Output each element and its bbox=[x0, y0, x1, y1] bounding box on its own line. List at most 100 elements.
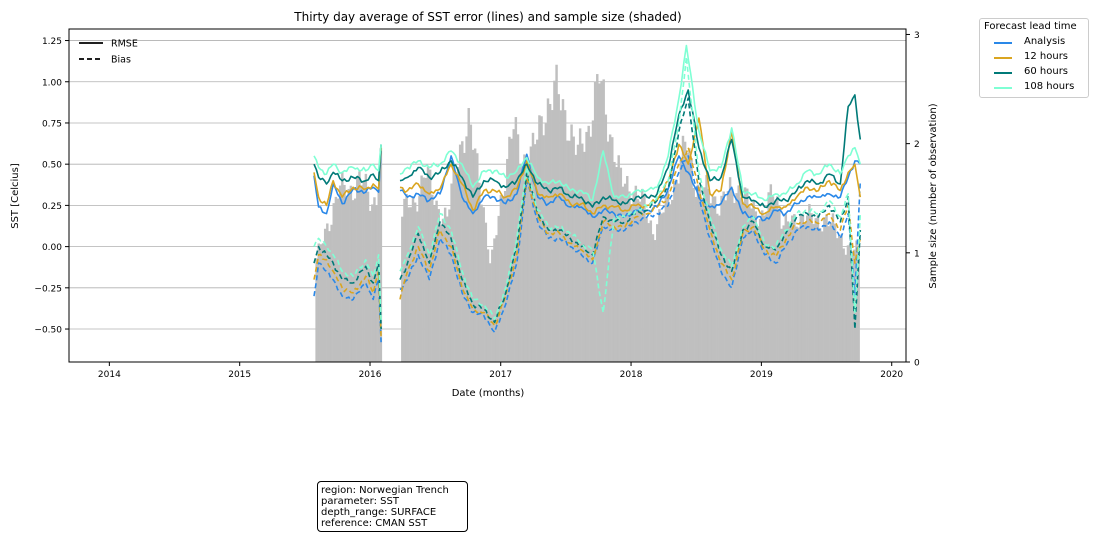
sample-size-bar bbox=[728, 177, 732, 362]
lead-time-legend: Forecast lead time Analysis 12 hours 60 … bbox=[979, 18, 1089, 98]
sample-size-bar bbox=[315, 258, 318, 362]
sample-size-bar bbox=[823, 217, 826, 362]
style-legend-label-rmse: RMSE bbox=[111, 39, 138, 50]
sample-size-bar bbox=[572, 136, 575, 362]
sample-size-bar bbox=[681, 135, 685, 362]
sample-size-bar bbox=[493, 238, 496, 362]
sample-size-bar bbox=[791, 215, 794, 362]
sample-size-bar bbox=[810, 213, 813, 362]
series-line-108-hours-bias bbox=[313, 237, 382, 321]
series-line-108-hours-bias bbox=[399, 56, 862, 320]
sample-size-bar bbox=[604, 114, 608, 363]
legend-label-108-hours: 108 hours bbox=[1024, 81, 1075, 92]
sample-size-bar bbox=[671, 199, 674, 362]
sample-size-bar bbox=[705, 175, 708, 362]
sample-size-bar bbox=[825, 214, 828, 362]
legend-label-analysis: Analysis bbox=[1024, 36, 1066, 47]
sample-size-bar bbox=[319, 244, 323, 362]
sample-size-bar bbox=[555, 64, 558, 362]
sample-size-bar bbox=[499, 195, 503, 362]
sample-size-bar bbox=[750, 208, 753, 362]
sample-size-bar bbox=[806, 215, 809, 362]
sample-size-bar bbox=[698, 186, 702, 362]
series-line-12-hours-rmse bbox=[313, 147, 382, 207]
sample-size-bar bbox=[821, 231, 824, 362]
sample-size-bar bbox=[748, 206, 751, 362]
sample-size-bar bbox=[439, 224, 443, 362]
series-line-60-hours-bias bbox=[313, 245, 382, 330]
y-axis-label: SST [Celcius] bbox=[10, 163, 21, 229]
sample-size-bar bbox=[527, 170, 530, 362]
y-tick-label: 0.25 bbox=[42, 202, 62, 212]
sample-size-bar bbox=[799, 214, 803, 362]
series-line-12-hours-bias bbox=[313, 253, 382, 338]
series-line-108-hours-rmse bbox=[313, 144, 382, 176]
sample-size-bar bbox=[812, 224, 815, 362]
sample-size-bar bbox=[491, 249, 494, 362]
sample-size-bar bbox=[788, 226, 792, 362]
grid-lines bbox=[69, 40, 906, 330]
y-tick-label: −0.50 bbox=[34, 326, 62, 336]
sample-size-bar bbox=[739, 197, 743, 362]
sample-size-bar bbox=[420, 175, 423, 362]
info-depth-range: depth_range: SURFACE bbox=[321, 507, 437, 518]
sample-size-bar bbox=[521, 165, 524, 362]
series-line-60-hours-rmse bbox=[313, 144, 382, 185]
sample-size-bar bbox=[585, 131, 588, 362]
sample-size-bar bbox=[703, 187, 706, 362]
sample-size-bar bbox=[405, 193, 408, 362]
sample-size-bar bbox=[362, 181, 365, 362]
sample-size-bar bbox=[645, 218, 648, 362]
sample-size-bar bbox=[563, 110, 567, 362]
y-tick-label: 1.25 bbox=[42, 37, 62, 47]
sample-size-bar bbox=[347, 188, 350, 362]
info-parameter: parameter: SST bbox=[321, 496, 399, 507]
sample-size-bar bbox=[677, 183, 680, 362]
sample-size-bar bbox=[551, 110, 554, 362]
sample-size-bar bbox=[756, 226, 760, 362]
sample-size-bar bbox=[343, 184, 346, 362]
sample-size-bar bbox=[686, 152, 689, 362]
sample-size-bar bbox=[478, 182, 481, 362]
sample-size-bar bbox=[323, 228, 327, 362]
y2-tick-label: 0 bbox=[914, 359, 920, 369]
sample-size-bar bbox=[368, 210, 372, 362]
sample-size-bar bbox=[848, 243, 852, 362]
sample-size-bar bbox=[559, 110, 563, 362]
x-tick-label: 2019 bbox=[750, 370, 773, 380]
legend-label-12-hours: 12 hours bbox=[1024, 51, 1069, 62]
sample-size-bar bbox=[615, 167, 618, 362]
sample-size-bar bbox=[330, 224, 333, 362]
sample-size-bar bbox=[763, 215, 766, 362]
sample-size-bar bbox=[829, 222, 833, 362]
sample-size-bar bbox=[831, 213, 835, 362]
sample-size-bar bbox=[450, 183, 453, 362]
sample-size-bar bbox=[497, 215, 500, 362]
series-line-analysis-bias bbox=[399, 155, 862, 334]
sample-size-bar bbox=[769, 184, 773, 362]
sample-size-bar bbox=[619, 167, 623, 362]
y2-axis-ticks: 3 2 1 0 bbox=[906, 31, 920, 369]
sample-size-bar bbox=[664, 194, 668, 362]
sample-size-bar bbox=[808, 203, 811, 362]
sample-size-bar bbox=[840, 234, 843, 362]
sample-size-bar bbox=[816, 215, 820, 362]
x-tick-label: 2016 bbox=[359, 370, 382, 380]
sample-size-bar bbox=[518, 164, 522, 362]
sample-size-bar bbox=[683, 141, 687, 362]
sample-size-bar bbox=[553, 80, 556, 362]
sample-size-bar bbox=[463, 152, 466, 362]
sample-size-bar bbox=[780, 228, 783, 362]
sample-size-bar bbox=[718, 215, 721, 362]
sample-size-bar bbox=[471, 149, 475, 362]
sample-size-bar bbox=[508, 136, 511, 362]
y-tick-label: 0.00 bbox=[42, 243, 62, 253]
x-axis-ticks: 2014 2015 2016 2017 2018 2019 2020 bbox=[98, 362, 903, 380]
sample-size-bar bbox=[833, 223, 837, 362]
sample-size-bar bbox=[409, 207, 413, 362]
y2-axis-label: Sample size (number of observation) bbox=[928, 103, 939, 288]
sample-size-bar bbox=[576, 144, 580, 362]
sample-size-bar bbox=[366, 191, 370, 362]
sample-size-bar bbox=[771, 196, 775, 362]
sample-size-bar bbox=[544, 123, 548, 362]
